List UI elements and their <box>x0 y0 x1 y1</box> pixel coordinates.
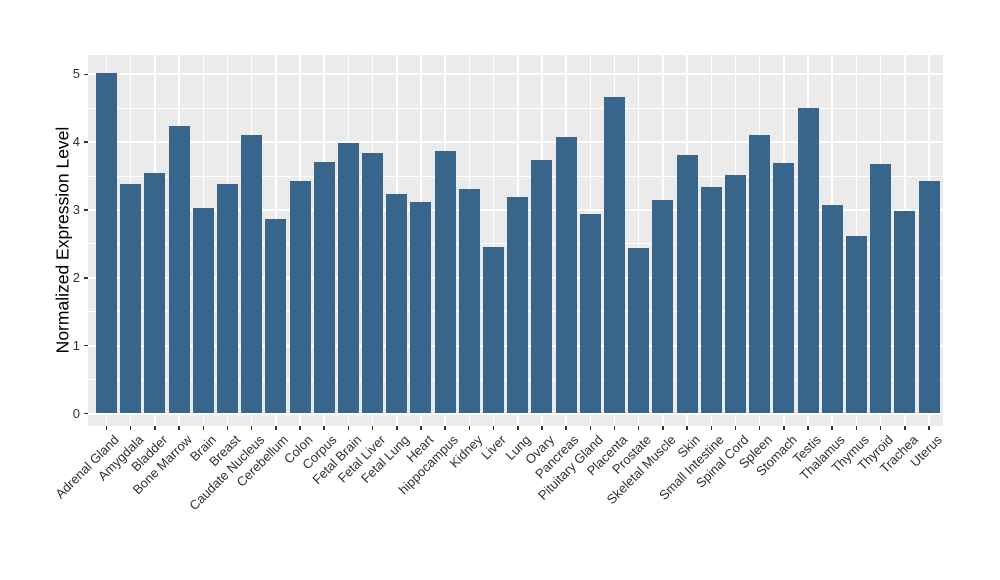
x-tick-mark <box>613 426 616 430</box>
x-tick-mark <box>105 426 108 430</box>
x-tick-mark <box>444 426 446 430</box>
bar <box>724 174 746 414</box>
x-tick-mark <box>154 426 156 430</box>
y-tick-label: 2 <box>72 269 80 285</box>
bar <box>918 181 940 414</box>
x-tick-mark <box>371 426 374 430</box>
bar <box>96 72 117 414</box>
y-tick-mark <box>84 344 88 347</box>
bar <box>894 211 916 414</box>
x-tick-mark <box>686 426 688 430</box>
x-tick-mark <box>468 426 471 430</box>
x-tick-mark <box>589 426 592 430</box>
x-tick-mark <box>662 426 664 430</box>
y-tick-label: 1 <box>72 337 80 353</box>
bar <box>700 186 722 414</box>
y-tick-mark <box>84 141 88 143</box>
x-tick-label-text: Liver <box>478 432 510 463</box>
h-gridline-major <box>88 73 943 76</box>
bar <box>265 218 287 414</box>
bar <box>821 204 843 414</box>
x-tick-mark <box>347 426 350 430</box>
x-tick-mark <box>250 426 253 430</box>
y-tick-mark <box>84 73 88 76</box>
x-tick-mark <box>129 426 132 430</box>
x-tick-mark <box>492 426 495 430</box>
y-tick-mark <box>84 412 88 415</box>
bar <box>555 136 577 414</box>
x-tick-mark <box>904 426 906 430</box>
x-tick-mark <box>783 426 785 430</box>
bar <box>579 214 601 414</box>
y-tick-label: 0 <box>72 405 80 421</box>
x-tick-mark <box>855 426 858 430</box>
bar <box>216 184 238 414</box>
v-gridline <box>637 55 640 426</box>
y-tick-label: 4 <box>72 134 80 150</box>
bar <box>144 172 166 414</box>
y-tick-label: 3 <box>72 201 80 217</box>
plot-panel <box>88 55 943 426</box>
y-tick-mark <box>84 277 88 279</box>
x-tick-mark <box>202 426 204 430</box>
x-tick-mark <box>226 426 229 430</box>
bar <box>168 125 190 414</box>
bar <box>313 162 335 414</box>
x-tick-mark <box>710 426 713 430</box>
y-axis-title: Normalized Expression Level <box>52 126 73 354</box>
bar <box>120 183 142 414</box>
x-tick-mark <box>758 426 761 430</box>
bar <box>652 199 674 414</box>
bar <box>773 163 795 414</box>
x-tick-mark <box>928 426 930 430</box>
bar <box>628 247 650 414</box>
x-tick-mark <box>299 426 301 430</box>
x-tick-mark <box>420 426 422 430</box>
x-tick-mark <box>807 426 809 430</box>
y-tick-label: 5 <box>72 66 80 82</box>
x-tick-mark <box>831 426 833 430</box>
bar <box>749 135 771 414</box>
x-tick-mark <box>323 426 325 430</box>
y-tick-mark <box>84 209 88 211</box>
x-tick-mark <box>565 426 567 430</box>
bar <box>192 207 214 414</box>
bar <box>362 152 384 414</box>
bar <box>507 197 529 414</box>
h-gridline-major <box>88 141 943 144</box>
bar <box>458 188 480 414</box>
bar <box>410 201 432 414</box>
x-tick-mark <box>637 426 640 430</box>
bar <box>241 134 263 414</box>
bar <box>604 96 625 414</box>
v-gridline <box>492 55 495 426</box>
h-gridline-minor <box>88 107 943 109</box>
x-tick-mark <box>879 426 882 430</box>
h-gridline-major <box>88 412 943 415</box>
x-tick-mark <box>178 426 180 430</box>
x-tick-mark <box>517 426 519 430</box>
x-tick-mark <box>396 426 398 430</box>
h-gridline-minor <box>88 175 943 177</box>
bar <box>797 108 819 414</box>
x-tick-mark <box>734 426 737 430</box>
x-tick-mark <box>275 426 277 430</box>
x-tick-mark <box>541 426 543 430</box>
bar <box>386 193 408 414</box>
bar <box>845 235 867 414</box>
bar <box>531 159 553 414</box>
bar <box>870 163 892 414</box>
bar <box>676 155 698 414</box>
bar <box>483 246 505 414</box>
bar <box>337 143 359 414</box>
bar <box>289 181 311 414</box>
bar <box>434 150 456 414</box>
